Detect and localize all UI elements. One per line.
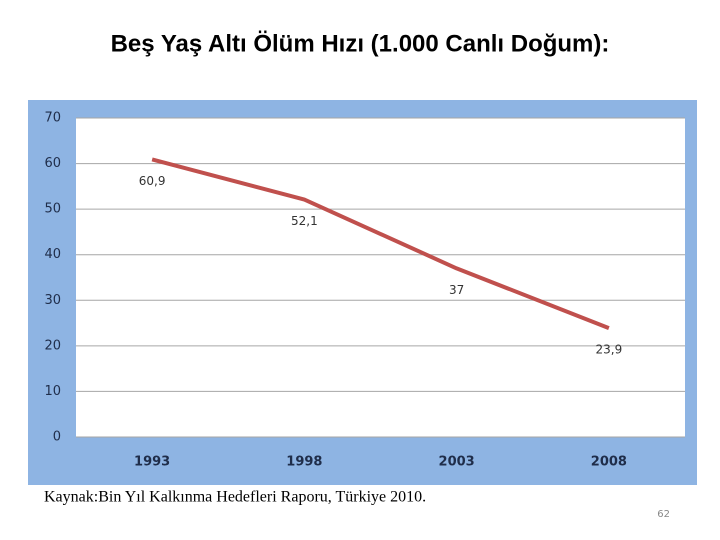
data-line bbox=[151, 157, 610, 330]
data-label: 37 bbox=[449, 283, 464, 297]
source-note: Kaynak:Bin Yıl Kalkınma Hedefleri Raporu… bbox=[44, 489, 426, 506]
x-tick-label: 1998 bbox=[286, 455, 322, 470]
x-tick-label: 2008 bbox=[591, 455, 627, 470]
y-tick-label: 0 bbox=[53, 430, 61, 445]
data-label: 52,1 bbox=[291, 214, 318, 228]
y-tick-label: 60 bbox=[44, 156, 61, 171]
y-tick-label: 50 bbox=[44, 202, 61, 217]
data-label: 60,9 bbox=[139, 174, 166, 188]
data-label: 23,9 bbox=[596, 343, 623, 357]
y-tick-label: 40 bbox=[44, 247, 61, 262]
y-tick-label: 70 bbox=[44, 111, 61, 126]
page-number: 62 bbox=[657, 509, 670, 520]
y-tick-label: 10 bbox=[44, 384, 61, 399]
plot-area bbox=[76, 118, 685, 437]
x-tick-label: 1993 bbox=[134, 455, 170, 470]
y-tick-label: 30 bbox=[44, 293, 61, 308]
x-tick-label: 2003 bbox=[439, 455, 475, 470]
y-tick-label: 20 bbox=[44, 338, 61, 353]
chart-title: Beş Yaş Altı Ölüm Hızı (1.000 Canlı Doğu… bbox=[111, 30, 610, 57]
